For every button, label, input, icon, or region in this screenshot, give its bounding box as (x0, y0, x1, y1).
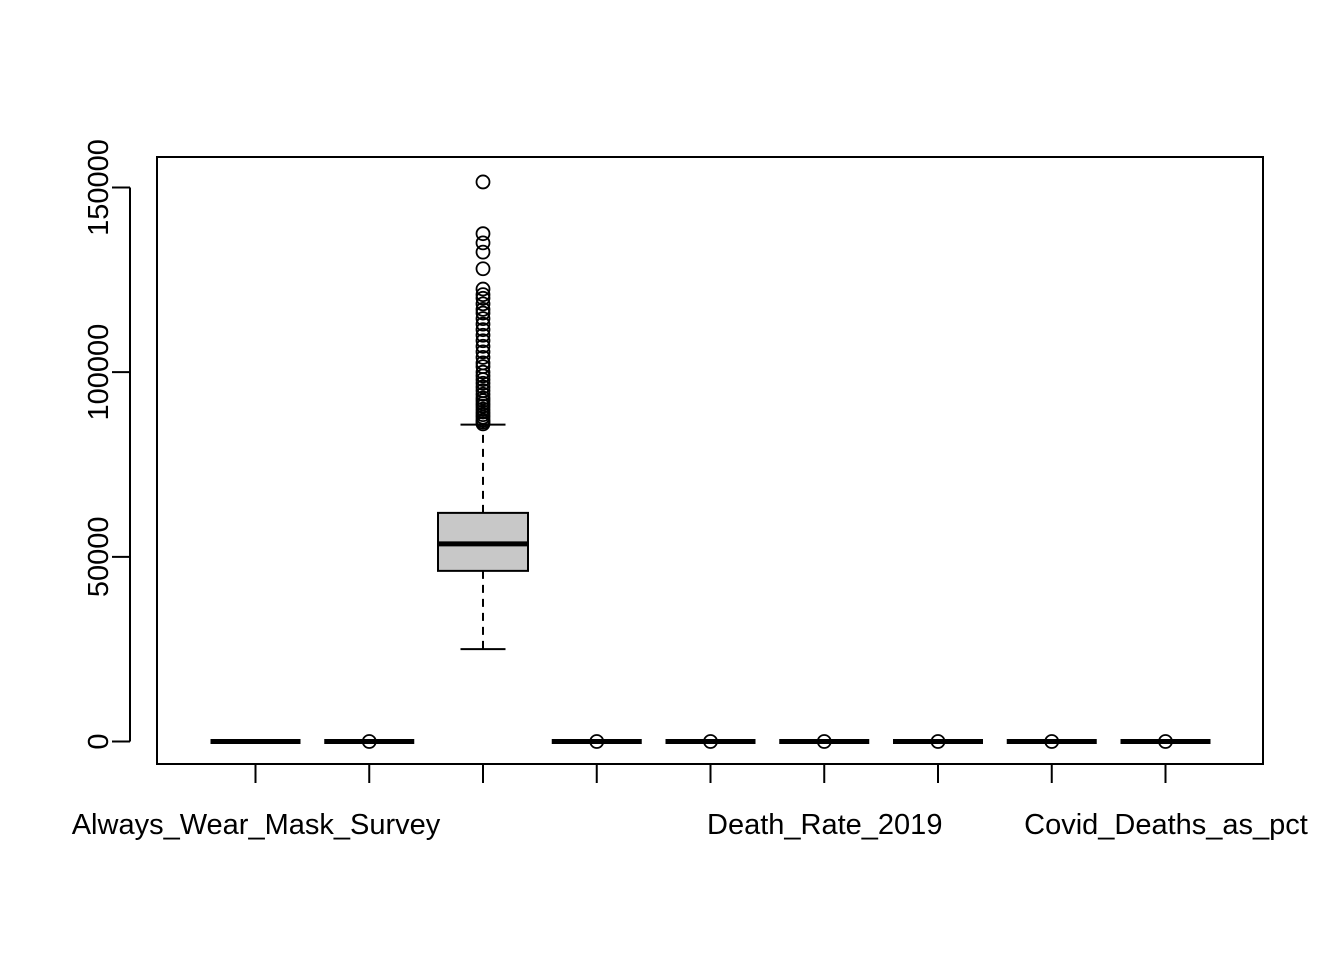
outlier-point (475, 349, 491, 365)
outlier-point (475, 290, 491, 306)
outlier-point (930, 734, 946, 749)
outlier-point (475, 386, 491, 402)
x-tick-label: Always_Wear_Mask_Survey (72, 809, 441, 841)
y-axis: 0 50000 100000 150000 (83, 139, 131, 750)
x-axis: Always_Wear_Mask_Survey Death_Rate_2019 Co… (72, 763, 1308, 841)
box-group (779, 734, 870, 749)
outlier-point (475, 344, 491, 360)
outlier-point (475, 327, 491, 343)
outlier-point (475, 322, 491, 338)
y-tick-label: 100000 (83, 324, 115, 421)
outlier-point (816, 734, 832, 749)
outlier-point (475, 287, 491, 303)
y-tick-label: 0 (83, 733, 115, 749)
boxes-layer (210, 174, 1211, 749)
outlier-point (475, 281, 491, 297)
outlier-point (475, 379, 491, 395)
outlier-point (475, 174, 491, 190)
x-tick-label: Death_Rate_2019 (707, 809, 942, 841)
outlier-point (475, 338, 491, 354)
box-group (1006, 734, 1097, 749)
outlier-point (475, 235, 491, 251)
outlier-point (475, 301, 491, 317)
outlier-point (475, 333, 491, 349)
box-group (1120, 734, 1211, 749)
outlier-point (475, 261, 491, 277)
outlier-point (475, 311, 491, 327)
outlier-point (475, 296, 491, 312)
outlier-point (475, 226, 491, 242)
x-tick-label: Covid_Deaths_as_pct (1024, 809, 1308, 841)
outlier-point (475, 375, 491, 391)
y-tick-label: 50000 (83, 517, 115, 598)
box-group (665, 734, 756, 749)
outlier-point (475, 316, 491, 332)
outlier-point (703, 734, 718, 749)
y-tick-label: 150000 (83, 139, 115, 236)
box-group (324, 734, 415, 749)
outlier-point (475, 355, 491, 371)
plot-frame (156, 156, 1264, 765)
outlier-point (475, 390, 491, 406)
box-group (893, 734, 983, 749)
outlier-point (589, 734, 605, 749)
outlier-point (361, 734, 377, 749)
outlier-point (475, 305, 491, 321)
outlier-point (475, 244, 491, 260)
box-group (551, 734, 642, 749)
outlier-point (1158, 734, 1173, 749)
outlier-point (475, 359, 491, 375)
box-group (437, 174, 529, 651)
outlier-point (475, 364, 491, 380)
outlier-point (1044, 734, 1060, 749)
outlier-point (475, 383, 491, 399)
